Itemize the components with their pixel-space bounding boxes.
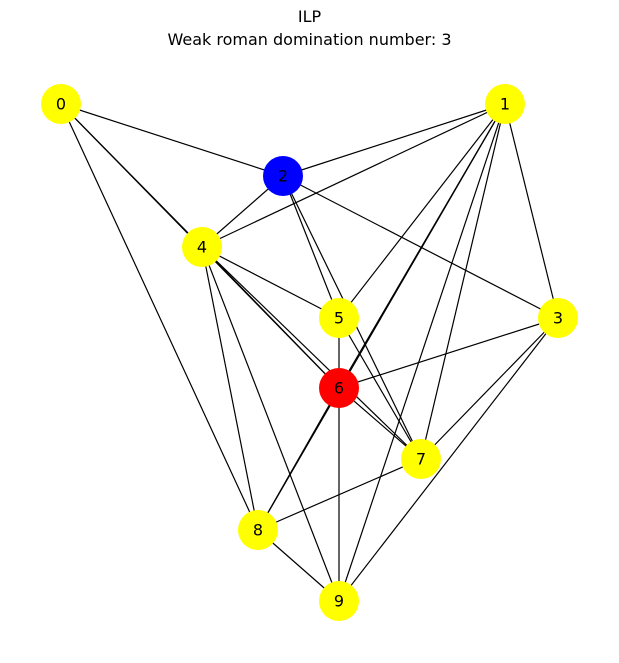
edge-1-5 [338, 103, 506, 319]
node-label-3: 3 [553, 309, 563, 328]
graph-subtitle: Weak roman domination number: 3 [167, 30, 452, 49]
node-label-9: 9 [334, 592, 344, 611]
node-circle-3 [538, 298, 578, 338]
graph-title: ILP [297, 7, 322, 26]
edge-2-3 [282, 175, 559, 319]
edge-1-2 [282, 103, 506, 177]
node-circle-4 [182, 227, 222, 267]
nodes-layer: 0 1 2 3 4 5 6 7 8 9 [41, 84, 578, 621]
node-circle-5 [319, 298, 359, 338]
edge-4-8 [201, 246, 259, 531]
node-4: 4 [182, 227, 222, 267]
edge-4-9 [201, 246, 340, 602]
edge-0-8 [60, 103, 259, 531]
edge-3-6 [338, 317, 559, 389]
node-circle-7 [401, 439, 441, 479]
node-label-8: 8 [253, 521, 263, 540]
node-label-0: 0 [56, 95, 66, 114]
edge-1-7 [420, 103, 506, 460]
edge-1-3 [504, 103, 559, 319]
edge-0-2 [60, 103, 284, 177]
node-7: 7 [401, 439, 441, 479]
node-3: 3 [538, 298, 578, 338]
node-1: 1 [485, 84, 525, 124]
node-0: 0 [41, 84, 81, 124]
node-circle-9 [319, 581, 359, 621]
node-label-2: 2 [278, 167, 288, 186]
node-circle-1 [485, 84, 525, 124]
edge-3-9 [338, 317, 559, 602]
edge-1-9 [338, 103, 506, 602]
node-8: 8 [238, 510, 278, 550]
node-5: 5 [319, 298, 359, 338]
node-label-7: 7 [416, 450, 426, 469]
edge-1-4 [201, 103, 506, 248]
node-label-5: 5 [334, 309, 344, 328]
node-label-6: 6 [334, 379, 344, 398]
edge-3-7 [420, 317, 559, 460]
node-label-4: 4 [197, 238, 207, 257]
node-9: 9 [319, 581, 359, 621]
edge-2-5 [282, 175, 340, 319]
node-2: 2 [263, 156, 303, 196]
node-circle-0 [41, 84, 81, 124]
edge-4-5 [201, 246, 340, 319]
node-circle-6 [319, 368, 359, 408]
node-circle-2 [263, 156, 303, 196]
node-6: 6 [319, 368, 359, 408]
edges-layer [60, 103, 559, 602]
node-label-1: 1 [500, 95, 510, 114]
edge-4-6 [201, 246, 340, 389]
edge-7-8 [257, 458, 422, 531]
edge-6-8 [257, 387, 340, 531]
node-circle-8 [238, 510, 278, 550]
edge-5-7 [338, 317, 422, 460]
edge-4-7 [201, 246, 422, 460]
